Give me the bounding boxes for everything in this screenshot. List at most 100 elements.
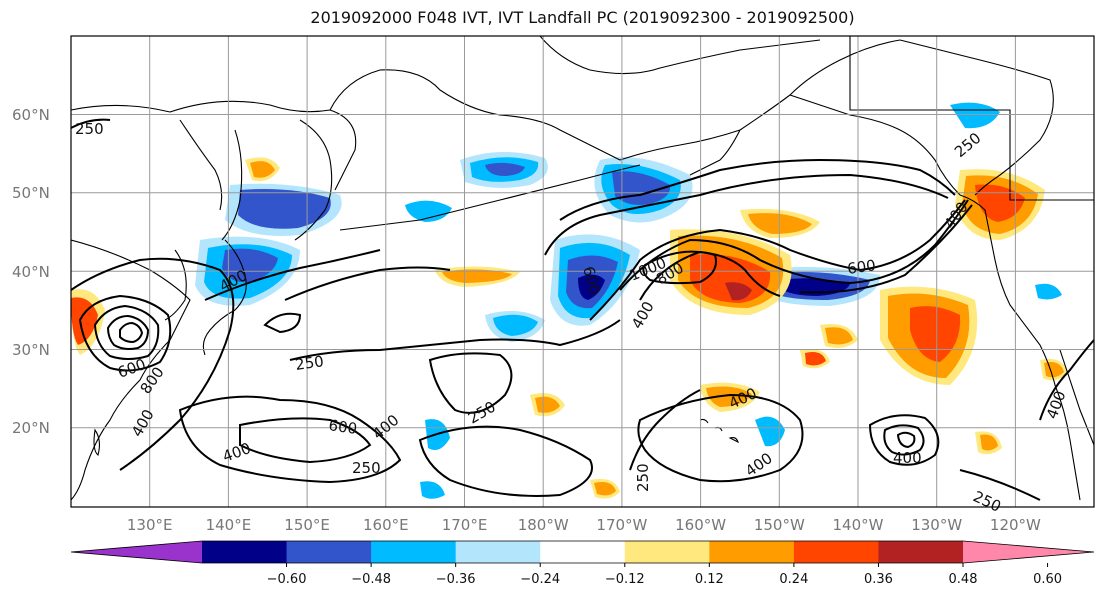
contour-label: 400 bbox=[369, 411, 403, 443]
colorbar-segment bbox=[202, 541, 288, 563]
colorbar-extend-high bbox=[963, 541, 1094, 563]
longitude-labels: 130°E 140°E 150°E 160°E 170°E 180°W 170°… bbox=[127, 516, 1041, 534]
negative-pc-region bbox=[222, 248, 278, 283]
colorbar-segment bbox=[286, 541, 372, 563]
negative-pc-region bbox=[405, 200, 452, 222]
negative-pc-region bbox=[238, 189, 331, 229]
map-title: 2019092000 F048 IVT, IVT Landfall PC (20… bbox=[310, 8, 855, 27]
positive-pc-region bbox=[706, 386, 752, 407]
colorbar-ticks: −0.60 −0.48 −0.36 −0.24 −0.12 0.12 0.24 0.36 0.4… bbox=[267, 563, 1062, 587]
ivt-pc-fill-layer bbox=[71, 102, 1068, 499]
contour-label: 250 bbox=[465, 398, 499, 428]
lon-label: 140°W bbox=[833, 516, 884, 534]
contour-label: 250 bbox=[294, 352, 325, 374]
positive-pc-region bbox=[825, 327, 853, 345]
coastline-siberia bbox=[71, 69, 621, 191]
ivt-contour bbox=[959, 469, 1041, 501]
ivt-contour bbox=[1039, 339, 1094, 421]
contour-label: 250 bbox=[634, 463, 652, 492]
positive-pc-region bbox=[594, 482, 616, 496]
land-far-north bbox=[539, 36, 821, 75]
lon-label: 180°W bbox=[518, 516, 569, 534]
map-frame bbox=[70, 35, 1095, 508]
colorbar bbox=[70, 540, 1095, 564]
negative-pc-region bbox=[493, 314, 538, 336]
lon-label: 130°W bbox=[911, 516, 962, 534]
contour-label: 400 bbox=[628, 298, 658, 332]
coastline-korea bbox=[164, 249, 187, 321]
ivt-contour bbox=[896, 431, 916, 449]
ivt-contour bbox=[544, 173, 949, 256]
ivt-contour bbox=[883, 424, 925, 456]
coastline-alaska bbox=[619, 39, 901, 176]
contour-label: 250 bbox=[352, 459, 381, 477]
lon-label: 170°E bbox=[442, 516, 488, 534]
positive-pc-region bbox=[975, 184, 1025, 222]
ivt-contour bbox=[639, 204, 973, 301]
positive-pc-region bbox=[250, 161, 275, 178]
island-hawaii bbox=[699, 418, 739, 444]
ivt-contour bbox=[178, 395, 402, 484]
ivt-contour bbox=[629, 389, 701, 471]
ivt-contour bbox=[284, 266, 451, 301]
ivt-contour-layer bbox=[71, 118, 1094, 501]
contour-label: 400 bbox=[128, 406, 158, 440]
ivt-contour bbox=[642, 250, 717, 285]
positive-pc-region bbox=[748, 213, 812, 234]
ivt-contour bbox=[289, 199, 966, 361]
colorbar-segment bbox=[371, 541, 457, 563]
latitude-labels: 60°N 50°N 40°N 30°N 20°N bbox=[12, 106, 50, 437]
coastline-layer bbox=[71, 36, 1094, 501]
lon-label: 120°W bbox=[990, 516, 1041, 534]
colorbar-tick-label: −0.36 bbox=[436, 572, 476, 587]
ivt-contour bbox=[78, 294, 172, 372]
coastline-baja bbox=[1059, 349, 1094, 446]
positive-pc-region bbox=[980, 434, 998, 451]
coastline-gulf-alaska bbox=[789, 94, 961, 196]
lon-label: 170°W bbox=[596, 516, 647, 534]
colorbar-segment bbox=[793, 541, 879, 563]
colorbar-tick-label: −0.24 bbox=[520, 572, 560, 587]
contour-label: 250 bbox=[75, 120, 104, 138]
ivt-contour bbox=[93, 304, 160, 360]
contour-label: 400 bbox=[742, 449, 776, 480]
ivt-contour bbox=[71, 118, 111, 129]
colorbar-tick-label: −0.12 bbox=[605, 572, 645, 587]
ivt-contour bbox=[71, 257, 235, 471]
lon-label: 150°W bbox=[754, 516, 805, 534]
colorbar-segment bbox=[878, 541, 964, 563]
colorbar-segment bbox=[540, 541, 626, 563]
negative-pc-region bbox=[420, 481, 445, 499]
ivt-contour bbox=[559, 158, 956, 221]
coastline-canada bbox=[899, 39, 1054, 196]
lat-label: 30°N bbox=[12, 341, 50, 359]
contour-label: 400 bbox=[220, 439, 253, 466]
coastline-sakhalin bbox=[221, 129, 243, 241]
positive-pc-region bbox=[535, 396, 560, 413]
contour-label: 600 bbox=[327, 416, 358, 438]
border-alaska-canada bbox=[849, 36, 1094, 201]
negative-pc-region bbox=[578, 274, 605, 300]
lon-label: 150°E bbox=[284, 516, 330, 534]
lon-label: 160°W bbox=[675, 516, 726, 534]
ivt-contour bbox=[119, 321, 144, 344]
coastline-kamchatka bbox=[294, 119, 333, 241]
contour-label: 250 bbox=[970, 487, 1004, 515]
colorbar-tick-label: 0.12 bbox=[695, 572, 724, 587]
negative-pc-region bbox=[755, 416, 785, 447]
coastline-japan bbox=[202, 239, 247, 356]
lon-label: 140°E bbox=[206, 516, 252, 534]
positive-pc-region bbox=[71, 297, 98, 345]
colorbar-tick-label: 0.36 bbox=[864, 572, 893, 587]
contour-label: 600 bbox=[846, 256, 877, 278]
lat-label: 20°N bbox=[12, 419, 50, 437]
ivt-contour bbox=[106, 314, 150, 350]
colorbar-outline bbox=[70, 540, 1095, 564]
lon-label: 160°E bbox=[363, 516, 409, 534]
positive-pc-region bbox=[805, 352, 826, 366]
colorbar-segment bbox=[709, 541, 795, 563]
ivt-contour bbox=[239, 417, 372, 464]
positive-pc-region bbox=[725, 282, 752, 301]
colorbar-tick-label: 0.60 bbox=[1033, 572, 1062, 587]
coastline-taiwan bbox=[93, 428, 101, 456]
